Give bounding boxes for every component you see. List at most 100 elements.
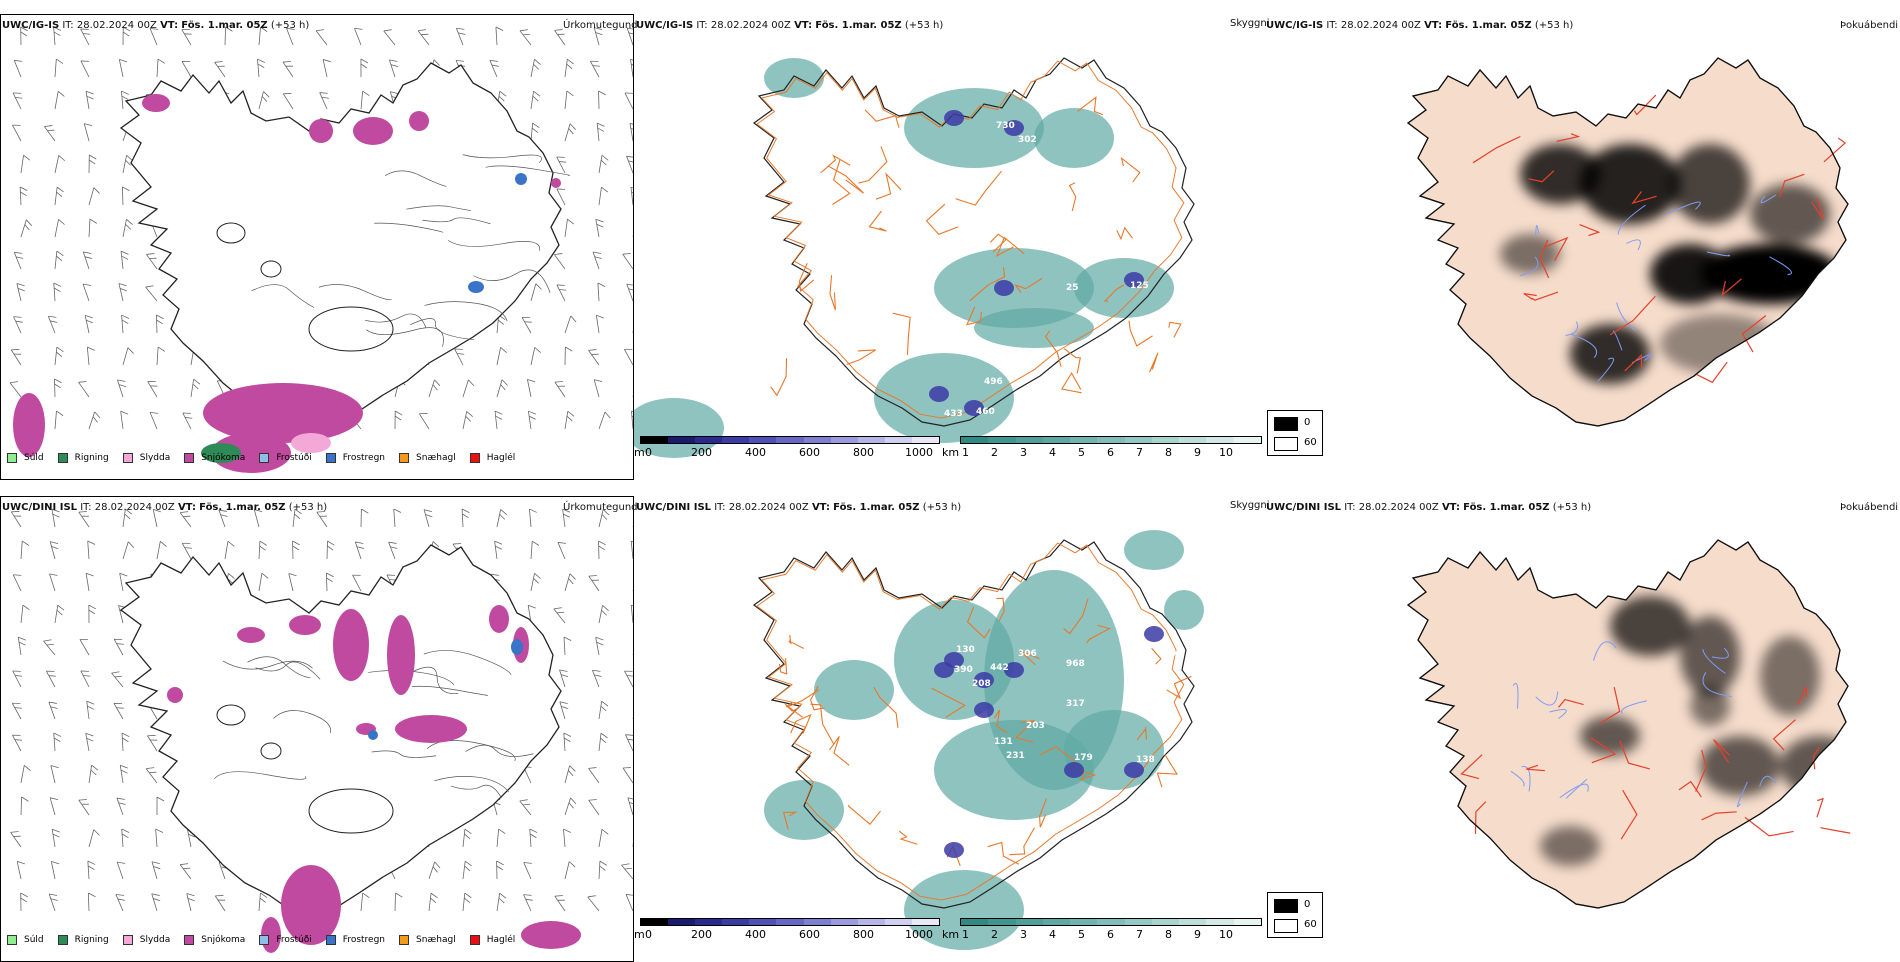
vt-value: Fös. 1.mar. 05Z <box>815 20 901 31</box>
wind-barb <box>55 187 64 206</box>
wind-barb <box>495 410 504 429</box>
panel-title-cloud: Þokuábendi <box>1840 20 1898 31</box>
low-ceiling-area <box>934 662 954 678</box>
wind-barb <box>320 90 334 109</box>
wind-barb <box>463 829 472 848</box>
wind-barb <box>565 862 576 881</box>
wind-barb <box>599 91 606 109</box>
wind-barb <box>14 58 27 77</box>
ceiling-height-label: 54 <box>874 649 887 659</box>
visibility-tick: 9 <box>1194 928 1201 941</box>
visibility-tick: 4 <box>1049 928 1056 941</box>
wind-barb <box>88 541 96 559</box>
lead-time: (+53 h) <box>905 20 943 31</box>
wind-barb <box>85 314 96 333</box>
wind-barb <box>355 540 367 559</box>
vt-label: VT: <box>160 20 178 31</box>
wind-barb <box>54 283 62 301</box>
wind-barb <box>497 509 507 528</box>
panel-header: UWC/IG-IS IT: 28.02.2024 00Z VT: Fös. 1.… <box>2 20 309 31</box>
wind-barb <box>157 541 167 560</box>
legend-item: Snjókoma <box>184 935 245 945</box>
wind-barb <box>44 637 61 655</box>
wind-barb <box>554 605 571 623</box>
visibility-tick: 7 <box>1136 446 1143 459</box>
wind-barb <box>117 378 129 397</box>
wind-barb <box>116 892 130 911</box>
visibility-tick: 2 <box>991 446 998 459</box>
wind-barb <box>557 154 571 173</box>
wind-barb <box>598 283 606 301</box>
wind-barb <box>527 378 537 397</box>
wind-barb <box>21 765 31 784</box>
wind-barb <box>259 92 270 111</box>
wind-barb <box>55 251 64 270</box>
colorbar-segment <box>1234 919 1261 925</box>
legend-label: Frostregn <box>343 453 385 463</box>
low-ceiling-area <box>944 110 964 126</box>
colorbar-segment <box>641 919 668 925</box>
wind-barb <box>497 829 506 848</box>
wind-barb <box>531 573 541 592</box>
wind-barb <box>289 572 300 591</box>
visibility-tick: 2 <box>991 928 998 941</box>
wind-barb <box>182 540 197 559</box>
wind-barb <box>596 636 606 655</box>
wind-barb <box>389 58 401 77</box>
wind-barb <box>429 862 441 881</box>
wind-barb <box>327 541 334 559</box>
vt-label: VT: <box>794 20 812 31</box>
ceiling-height-label: 390 <box>954 665 973 675</box>
visibility-tick: 1 <box>962 928 969 941</box>
model-name: UWC/DINI ISL <box>636 502 711 513</box>
height-tick: 600 <box>799 928 820 941</box>
wind-barb <box>79 378 95 397</box>
wind-barb <box>599 701 609 720</box>
freezing-rain-area <box>515 173 527 185</box>
vt-label: VT: <box>812 502 830 513</box>
it-label: IT: <box>62 20 73 31</box>
wind-barb <box>565 219 574 238</box>
wind-barb <box>54 733 62 751</box>
legend-swatch <box>184 453 194 463</box>
wind-barb <box>589 346 605 365</box>
wind-barb <box>150 410 163 429</box>
ceiling-height-label: 130 <box>956 645 975 655</box>
wind-barb <box>565 574 577 593</box>
fog-area <box>1500 234 1560 274</box>
legend-item: Rigning <box>58 453 109 463</box>
wind-barb <box>17 860 28 879</box>
legend-label: Rigning <box>75 453 109 463</box>
colorbar-segment <box>776 919 803 925</box>
legend-item: Haglél <box>470 935 516 945</box>
wind-barb <box>88 861 96 879</box>
wind-barb <box>564 637 572 655</box>
model-name: UWC/DINI ISL <box>2 502 77 513</box>
wind-barb <box>455 346 470 365</box>
colorbar-segment <box>1097 919 1124 925</box>
ceiling-height-label: 179 <box>1074 753 1093 763</box>
visibility-tick: 3 <box>1020 928 1027 941</box>
wind-barb <box>156 829 164 847</box>
wind-barb <box>121 250 130 269</box>
low-ceiling-area <box>944 842 964 858</box>
wind-barb <box>560 700 572 719</box>
panel-title-visibility: Skyggni <box>1230 500 1270 511</box>
height-tick: 0 <box>645 446 652 459</box>
wind-barb <box>89 412 101 431</box>
fog-legend-swatch <box>1274 437 1298 451</box>
wind-barb <box>520 797 537 815</box>
legend-item: Frostregn <box>326 453 385 463</box>
legend-label: Slydda <box>140 453 170 463</box>
wind-barb <box>326 573 334 591</box>
wind-barb <box>86 572 96 591</box>
wind-barb <box>21 220 33 239</box>
snow-area <box>142 94 170 112</box>
fog-area <box>1660 314 1780 374</box>
